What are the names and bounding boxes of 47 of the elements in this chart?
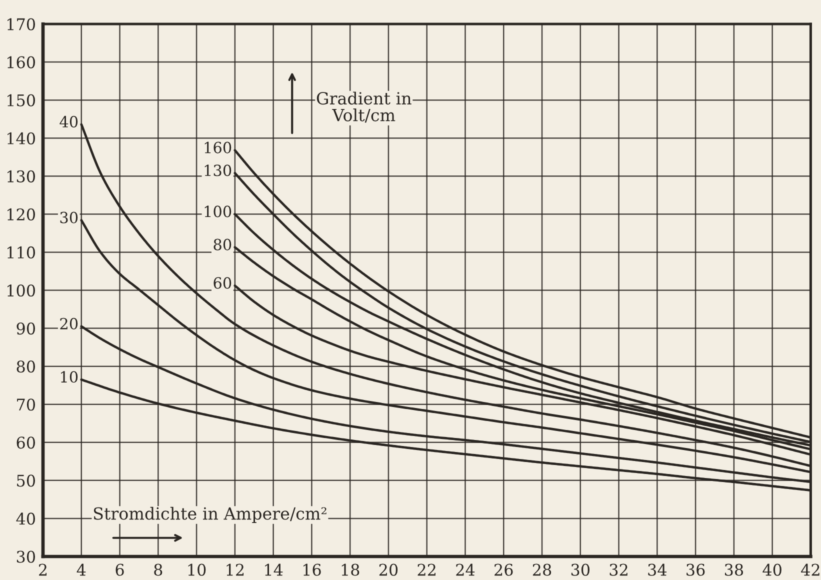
x-tick-label: 16: [303, 564, 321, 576]
x-tick-label: 6: [116, 564, 124, 576]
x-tick-label: 2: [39, 564, 47, 576]
x-axis-title: Stromdichte in Ampere/cm²: [94, 506, 326, 524]
y-axis-title: Gradient in Volt/cm: [316, 92, 412, 123]
x-tick-label: 42: [801, 564, 820, 576]
series-label: 30: [60, 212, 78, 224]
x-tick-label: 28: [532, 564, 552, 576]
series-label: 10: [61, 371, 78, 383]
x-tick-label: 36: [686, 564, 705, 576]
y-tick-label: 60: [16, 436, 35, 449]
x-tick-label: 12: [226, 564, 244, 576]
x-tick-label: 32: [610, 564, 628, 576]
y-tick-label: 140: [8, 132, 35, 144]
x-tick-label: 26: [494, 564, 513, 576]
y-tick-label: 80: [16, 360, 35, 373]
series-label: 40: [60, 116, 78, 128]
y-tick-label: 130: [8, 170, 35, 182]
y-tick-label: 50: [17, 474, 35, 487]
y-tick-label: 160: [8, 56, 35, 68]
y-tick-label: 120: [8, 208, 35, 220]
x-tick-label: 18: [342, 564, 360, 576]
x-tick-label: 30: [571, 564, 590, 576]
y-tick-label: 90: [16, 322, 35, 335]
series-label: 20: [60, 318, 78, 330]
y-tick-label: 100: [8, 284, 35, 297]
x-tick-label: 34: [648, 564, 667, 576]
y-tick-label: 40: [16, 512, 35, 525]
x-tick-label: 38: [724, 564, 744, 576]
x-tick-label: 4: [76, 564, 86, 576]
x-tick-label: 24: [456, 564, 475, 576]
x-tick-label: 14: [265, 564, 283, 576]
y-tick-label: 150: [8, 94, 35, 106]
x-tick-label: 22: [418, 564, 436, 576]
y-tick-label: 170: [8, 18, 35, 30]
series-label: 80: [214, 238, 232, 250]
x-tick-label: 10: [188, 564, 206, 576]
x-tick-label: 8: [154, 564, 162, 576]
series-label: 160: [204, 142, 232, 154]
y-tick-label: 30: [16, 550, 35, 563]
series-label: 100: [204, 206, 232, 218]
y-tick-label: 110: [8, 246, 35, 259]
x-tick-label: 40: [762, 564, 782, 576]
x-tick-label: 20: [379, 564, 398, 576]
series-label: 60: [214, 277, 232, 289]
series-label: 130: [204, 164, 232, 176]
y-tick-label: 70: [17, 398, 35, 411]
